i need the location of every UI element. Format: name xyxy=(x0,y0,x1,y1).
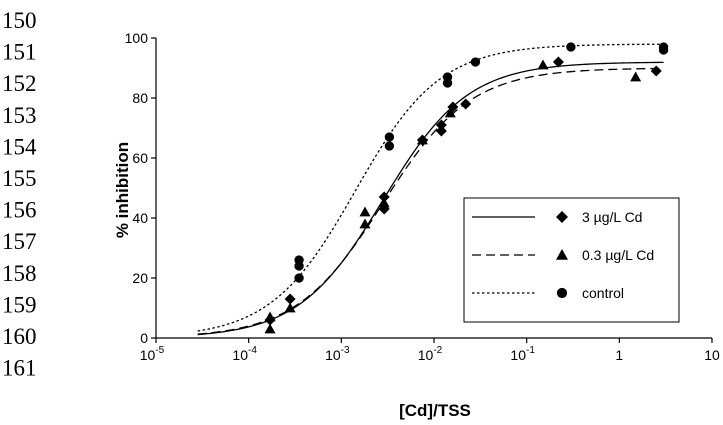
data-point-circle xyxy=(658,42,669,52)
legend-marker-triangle xyxy=(556,249,568,260)
x-tick-base: 10 xyxy=(140,347,156,363)
x-tick-label: 10-5 xyxy=(140,345,165,363)
line-number: 160 xyxy=(2,324,37,349)
data-point-circle xyxy=(442,72,453,82)
y-tick-label: 0 xyxy=(140,330,148,346)
line-number: 155 xyxy=(2,166,37,191)
x-tick-base: 10 xyxy=(510,347,526,363)
x-tick-exponent: -3 xyxy=(341,345,350,356)
data-point-triangle xyxy=(359,218,371,229)
legend-box xyxy=(463,197,680,323)
data-point-diamond xyxy=(460,98,472,110)
data-point-triangle xyxy=(416,134,428,145)
legend-label: control xyxy=(582,285,624,301)
data-point-circle xyxy=(294,255,304,265)
line-number: 157 xyxy=(2,229,37,254)
line-number: 154 xyxy=(2,134,37,159)
x-tick-base: 10 xyxy=(704,347,720,363)
x-tick-exponent: -5 xyxy=(155,345,164,356)
x-tick-label: 10-2 xyxy=(418,345,443,363)
data-point-circle xyxy=(384,141,395,151)
x-axis-label: [Cd]/TSS xyxy=(399,401,471,420)
line-number: 159 xyxy=(2,292,37,317)
line-number: 150 xyxy=(2,8,37,33)
chart-legend: 3 µg/L Cd 0.3 µg/L Cd control xyxy=(463,197,680,323)
data-point-triangle xyxy=(284,302,296,313)
x-tick-base: 10 xyxy=(325,347,341,363)
line-number: 156 xyxy=(2,198,37,223)
x-tick-label: 10-3 xyxy=(325,345,350,363)
data-point-triangle xyxy=(630,71,642,82)
line-number: 161 xyxy=(2,356,37,381)
data-point-circle xyxy=(294,273,304,283)
legend-label: 0.3 µg/L Cd xyxy=(582,247,654,263)
data-point-triangle xyxy=(537,59,549,70)
data-point-triangle xyxy=(264,323,276,334)
data-point-triangle xyxy=(264,311,276,322)
line-number: 158 xyxy=(2,261,37,286)
y-tick-label: 60 xyxy=(132,150,148,166)
data-point-diamond xyxy=(378,191,390,203)
data-point-triangle xyxy=(378,197,390,208)
data-point-circle xyxy=(470,57,481,67)
data-point-diamond xyxy=(435,125,447,137)
x-tick-label: 10-4 xyxy=(232,345,257,363)
fit-curves xyxy=(197,43,664,336)
y-axis-label: % inhibition xyxy=(113,142,132,238)
data-point-triangle xyxy=(444,107,456,118)
data-point-diamond xyxy=(650,65,662,77)
y-tick-label: 100 xyxy=(125,30,149,46)
line-number: 152 xyxy=(2,71,37,96)
x-tick-base: 1 xyxy=(615,347,623,363)
x-tick-base: 10 xyxy=(232,347,248,363)
data-point-triangle xyxy=(359,206,371,217)
y-tick-label: 80 xyxy=(132,90,148,106)
x-tick-base: 10 xyxy=(418,347,434,363)
legend-marker-circle xyxy=(556,287,568,299)
x-tick-exponent: -4 xyxy=(248,345,257,356)
data-point-circle xyxy=(384,132,395,142)
line-number: 153 xyxy=(2,103,37,128)
data-point-diamond xyxy=(435,119,447,131)
legend-marker-diamond xyxy=(556,211,568,223)
data-point-diamond xyxy=(552,56,564,68)
y-tick-label: 20 xyxy=(132,270,148,286)
line-number: 151 xyxy=(2,40,37,65)
x-tick-exponent: -2 xyxy=(433,345,442,356)
y-tick-label: 40 xyxy=(132,210,148,226)
data-points xyxy=(264,42,669,334)
data-point-diamond xyxy=(284,293,296,305)
line-numbers: 150 151 152 153 154 155 156 157 158 159 160 161 xyxy=(2,8,37,381)
x-tick-label: 1 xyxy=(615,347,623,363)
legend-label: 3 µg/L Cd xyxy=(582,209,642,225)
fit-curve-triangle xyxy=(197,67,664,335)
fit-curve-diamond xyxy=(197,61,664,336)
data-point-circle xyxy=(566,42,576,52)
x-tick-label: 10 xyxy=(704,347,720,363)
x-tick-exponent: -1 xyxy=(526,345,535,356)
x-tick-label: 10-1 xyxy=(510,345,535,363)
